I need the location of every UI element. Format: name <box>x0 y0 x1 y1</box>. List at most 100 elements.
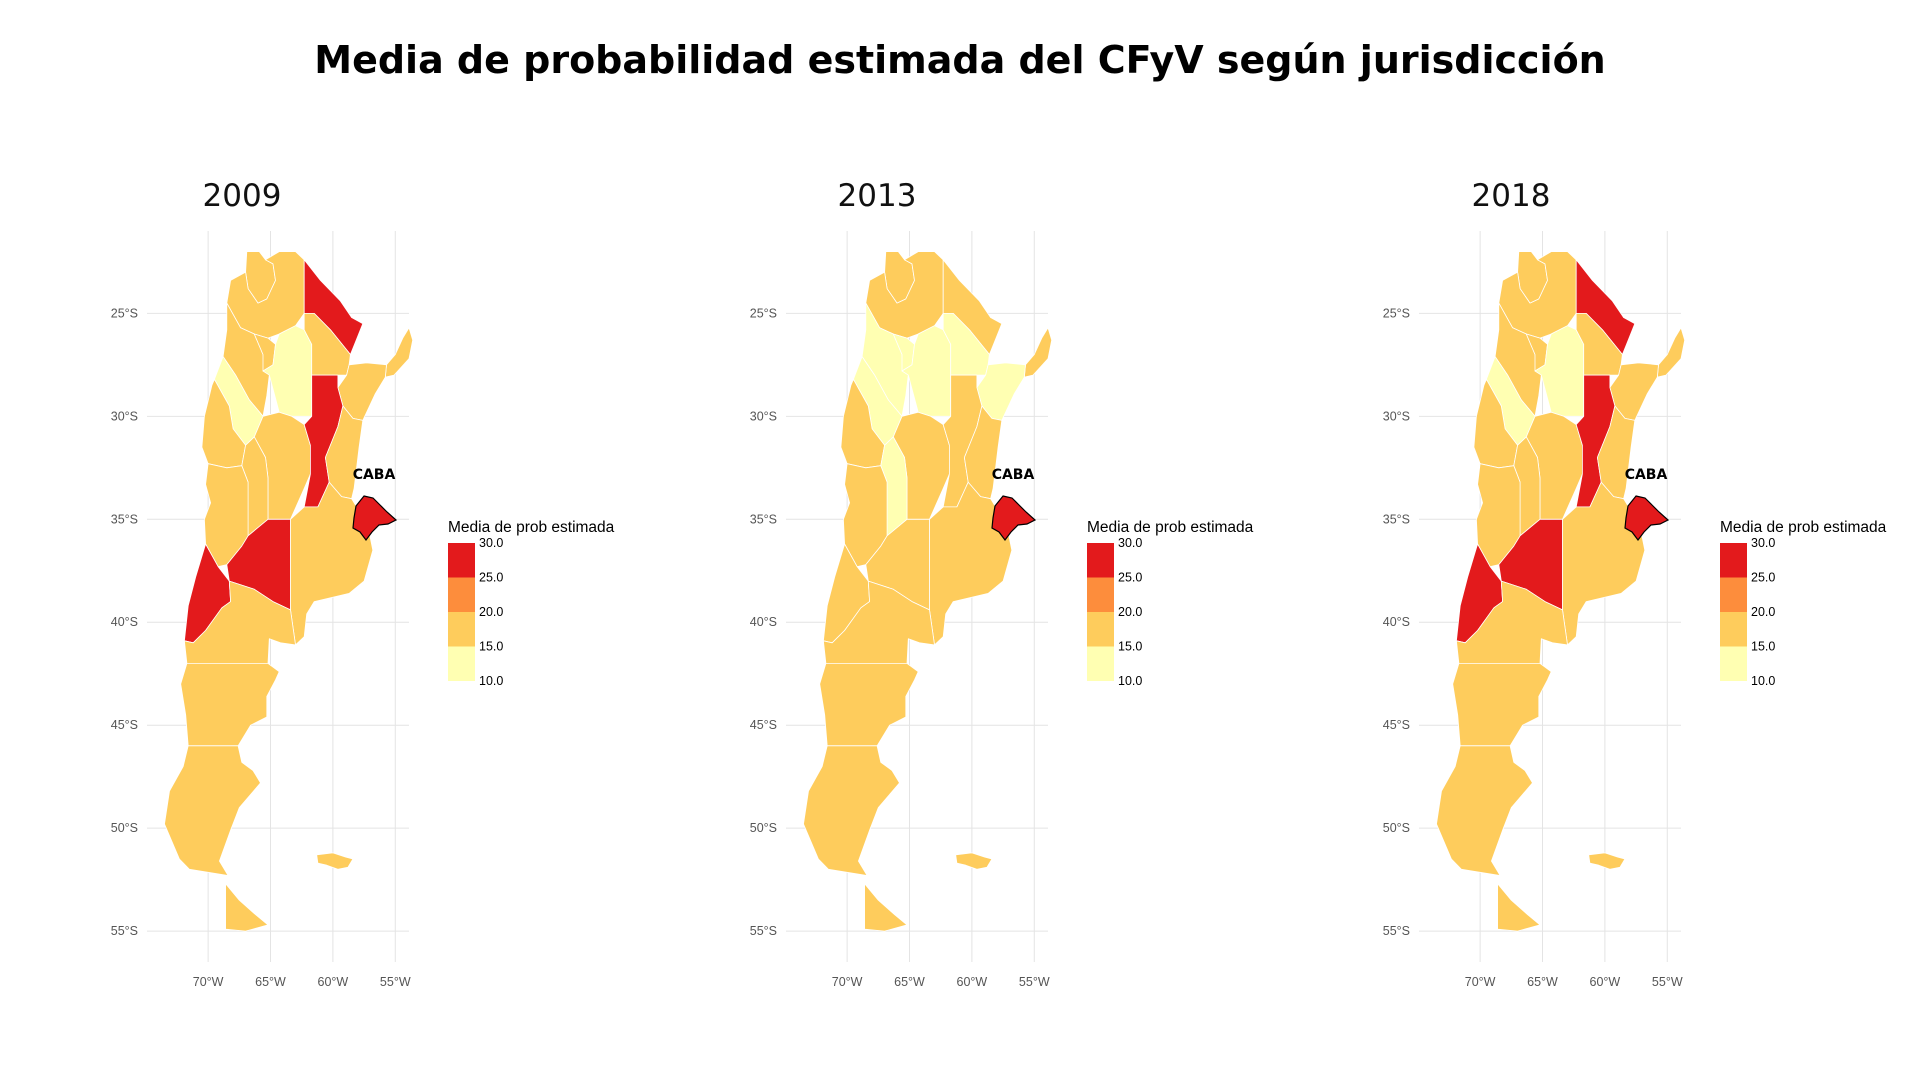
lat-tick-label: 50°S <box>1383 821 1410 835</box>
province-catamarca <box>861 302 909 417</box>
provinces <box>1436 251 1686 932</box>
map-panel-2013: 2013 25°S 30°S 35°S 40°S 45°S 50°S 55°S 70°W 65°W… <box>750 178 1254 989</box>
province-tierra-del-fuego <box>864 883 908 932</box>
legend-label: 10.0 <box>479 674 503 688</box>
map-title: 2013 <box>838 178 917 214</box>
province-tierra-del-fuego <box>1497 883 1541 932</box>
legend-color-swatch <box>1720 646 1747 681</box>
lat-tick-label: 40°S <box>111 615 138 629</box>
caba-label: CABA <box>992 467 1035 483</box>
caba-inset-shape <box>1624 495 1670 541</box>
lat-tick-label: 25°S <box>111 306 138 320</box>
map-title: 2009 <box>203 178 282 214</box>
legend-label: 10.0 <box>1118 674 1142 688</box>
legend-label: 20.0 <box>1118 605 1142 619</box>
province-chubut <box>1452 663 1552 747</box>
province-malvinas <box>1588 852 1626 870</box>
province-tierra-del-fuego <box>225 883 269 932</box>
caba-inset-shape <box>991 495 1037 541</box>
province-chubut <box>180 663 280 747</box>
legend-label: 25.0 <box>479 571 503 585</box>
province-malvinas <box>955 852 993 870</box>
legend-color-swatch <box>448 612 475 647</box>
lat-tick-label: 50°S <box>111 821 138 835</box>
lon-tick-label: 70°W <box>193 975 224 989</box>
lon-tick-label: 65°W <box>255 975 286 989</box>
lat-tick-label: 50°S <box>750 821 777 835</box>
legend-color-swatch <box>448 543 475 578</box>
province-santa-cruz <box>1436 745 1533 876</box>
legend-label: 25.0 <box>1751 571 1775 585</box>
province-chubut <box>819 663 919 747</box>
legend-label: 20.0 <box>479 605 503 619</box>
lat-tick-label: 30°S <box>111 409 138 423</box>
lat-tick-label: 55°S <box>1383 924 1410 938</box>
lon-tick-label: 55°W <box>1019 975 1050 989</box>
lon-tick-label: 60°W <box>957 975 988 989</box>
legend-color-swatch <box>448 646 475 681</box>
lat-tick-label: 40°S <box>1383 615 1410 629</box>
provinces <box>164 251 414 932</box>
map-panel-2009: 2009 25°S 30°S 35°S 40°S 45°S 50°S 55°S 70°W 65°W… <box>111 178 615 989</box>
legend-color-swatch <box>1087 646 1114 681</box>
lon-tick-label: 70°W <box>1465 975 1496 989</box>
legend-label: 10.0 <box>1751 674 1775 688</box>
lat-tick-label: 35°S <box>111 512 138 526</box>
lon-tick-label: 65°W <box>1527 975 1558 989</box>
lon-tick-label: 60°W <box>318 975 349 989</box>
legend-title: Media de prob estimada <box>1720 519 1887 536</box>
lat-tick-label: 25°S <box>750 306 777 320</box>
provinces <box>803 251 1053 932</box>
caba-label: CABA <box>1625 467 1668 483</box>
lon-tick-label: 65°W <box>894 975 925 989</box>
province-catamarca <box>222 302 270 417</box>
legend-color-swatch <box>1087 577 1114 612</box>
province-santa-cruz <box>164 745 261 876</box>
lat-tick-label: 35°S <box>1383 512 1410 526</box>
lat-tick-label: 30°S <box>1383 409 1410 423</box>
legend-color-swatch <box>1720 612 1747 647</box>
province-misiones <box>1023 327 1053 378</box>
legend-color-swatch <box>448 577 475 612</box>
figure-title: Media de probabilidad estimada del CFyV … <box>314 38 1605 82</box>
province-misiones <box>1656 327 1686 378</box>
legend-color-swatch <box>1720 543 1747 578</box>
province-malvinas <box>316 852 354 870</box>
caba-inset-shape <box>352 495 398 541</box>
map-title: 2018 <box>1472 178 1551 214</box>
lat-tick-label: 25°S <box>1383 306 1410 320</box>
legend-color-swatch <box>1087 612 1114 647</box>
lat-tick-label: 30°S <box>750 409 777 423</box>
legend-label: 30.0 <box>479 536 503 550</box>
legend-color-swatch <box>1720 577 1747 612</box>
legend-label: 15.0 <box>1118 640 1142 654</box>
lon-tick-label: 70°W <box>832 975 863 989</box>
legend-label: 20.0 <box>1751 605 1775 619</box>
province-misiones <box>384 327 414 378</box>
lat-tick-label: 45°S <box>750 718 777 732</box>
lat-tick-label: 55°S <box>750 924 777 938</box>
legend-label: 30.0 <box>1751 536 1775 550</box>
lat-tick-label: 45°S <box>1383 718 1410 732</box>
map-panels: 2009 25°S 30°S 35°S 40°S 45°S 50°S 55°S 70°W 65°W… <box>111 178 1887 989</box>
legend-label: 15.0 <box>479 640 503 654</box>
legend-color-swatch <box>1087 543 1114 578</box>
legend-label: 15.0 <box>1751 640 1775 654</box>
lat-tick-label: 55°S <box>111 924 138 938</box>
legend-label: 25.0 <box>1118 571 1142 585</box>
map-panel-2018: 2018 25°S 30°S 35°S 40°S 45°S 50°S 55°S 70°W 65°W… <box>1383 178 1887 989</box>
legend-title: Media de prob estimada <box>448 519 615 536</box>
province-catamarca <box>1494 302 1542 417</box>
province-santa-cruz <box>803 745 900 876</box>
lon-tick-label: 55°W <box>1652 975 1683 989</box>
lat-tick-label: 45°S <box>111 718 138 732</box>
lat-tick-label: 40°S <box>750 615 777 629</box>
lon-tick-label: 60°W <box>1590 975 1621 989</box>
lat-tick-label: 35°S <box>750 512 777 526</box>
legend-title: Media de prob estimada <box>1087 519 1254 536</box>
caba-label: CABA <box>353 467 396 483</box>
